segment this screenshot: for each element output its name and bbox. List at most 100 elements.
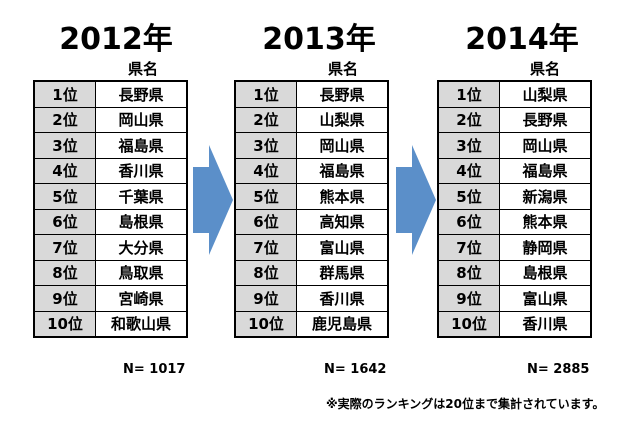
rank-cell: 5位: [437, 183, 500, 210]
table-row: 6位 島根県: [33, 208, 188, 235]
column-header-prefecture: 県名: [127, 60, 158, 78]
rank-cell: 4位: [437, 157, 500, 184]
ranking-table-2013: 1位 長野県 2位 山梨県 3位 岡山県 4位 福島県 5位 熊本県 6位 高知県 7位 富山県 8位 群馬県…: [234, 80, 389, 338]
table-row: 8位 群馬県: [234, 259, 389, 286]
rank-cell: 10位: [33, 310, 96, 338]
rank-cell: 3位: [33, 132, 96, 159]
table-row: 7位 静岡県: [437, 234, 592, 261]
prefecture-cell: 静岡県: [499, 234, 592, 261]
prefecture-cell: 千葉県: [95, 183, 188, 210]
rank-cell: 3位: [234, 132, 297, 159]
column-header-prefecture: 県名: [327, 60, 358, 78]
rank-cell: 8位: [437, 259, 500, 286]
table-row: 5位 熊本県: [234, 183, 389, 210]
rank-cell: 9位: [234, 285, 297, 312]
prefecture-cell: 島根県: [95, 208, 188, 235]
right-arrow-icon: [396, 145, 436, 255]
rank-cell: 10位: [437, 310, 500, 338]
rank-cell: 10位: [234, 310, 297, 338]
prefecture-cell: 香川県: [296, 285, 389, 312]
table-row: 9位 香川県: [234, 285, 389, 312]
footnote: ※実際のランキングは20位まで集計されています。: [326, 397, 605, 411]
sample-size-2013: N= 1642: [324, 362, 387, 377]
table-row: 8位 鳥取県: [33, 259, 188, 286]
rank-cell: 1位: [234, 80, 297, 108]
table-row: 9位 富山県: [437, 285, 592, 312]
rank-cell: 4位: [234, 157, 297, 184]
ranking-table-2014: 1位 山梨県 2位 長野県 3位 岡山県 4位 福島県 5位 新潟県 6位 熊本県 7位 静岡県 8位 島根県…: [437, 80, 592, 338]
prefecture-cell: 長野県: [296, 80, 389, 108]
ranking-table-2012: 1位 長野県 2位 岡山県 3位 福島県 4位 香川県 5位 千葉県 6位 島根県 7位 大分県 8位 鳥取県…: [33, 80, 188, 338]
table-row: 10位 香川県: [437, 310, 592, 338]
table-row: 1位 長野県: [33, 80, 188, 108]
table-row: 3位 福島県: [33, 132, 188, 159]
table-row: 6位 熊本県: [437, 208, 592, 235]
year-title-2014: 2014年: [465, 22, 579, 57]
table-row: 6位 高知県: [234, 208, 389, 235]
prefecture-cell: 新潟県: [499, 183, 592, 210]
prefecture-cell: 大分県: [95, 234, 188, 261]
table-row: 2位 岡山県: [33, 106, 188, 133]
prefecture-cell: 和歌山県: [95, 310, 188, 338]
year-title-2012: 2012年: [59, 22, 173, 57]
prefecture-cell: 群馬県: [296, 259, 389, 286]
rank-cell: 6位: [33, 208, 96, 235]
table-row: 10位 和歌山県: [33, 310, 188, 338]
sample-size-2014: N= 2885: [527, 362, 590, 377]
rank-cell: 6位: [437, 208, 500, 235]
prefecture-cell: 富山県: [296, 234, 389, 261]
table-row: 9位 宮崎県: [33, 285, 188, 312]
table-row: 3位 岡山県: [234, 132, 389, 159]
table-row: 10位 鹿児島県: [234, 310, 389, 338]
rank-cell: 7位: [437, 234, 500, 261]
rank-cell: 6位: [234, 208, 297, 235]
prefecture-cell: 岡山県: [499, 132, 592, 159]
rank-cell: 4位: [33, 157, 96, 184]
column-header-prefecture: 県名: [529, 60, 560, 78]
prefecture-cell: 香川県: [95, 157, 188, 184]
prefecture-cell: 熊本県: [296, 183, 389, 210]
prefecture-cell: 岡山県: [296, 132, 389, 159]
rank-cell: 5位: [33, 183, 96, 210]
rank-cell: 7位: [234, 234, 297, 261]
table-row: 2位 山梨県: [234, 106, 389, 133]
rank-cell: 7位: [33, 234, 96, 261]
table-row: 7位 大分県: [33, 234, 188, 261]
year-title-2013: 2013年: [262, 22, 376, 57]
prefecture-cell: 宮崎県: [95, 285, 188, 312]
prefecture-cell: 福島県: [499, 157, 592, 184]
right-arrow-icon: [193, 145, 233, 255]
prefecture-cell: 長野県: [499, 106, 592, 133]
prefecture-cell: 香川県: [499, 310, 592, 338]
prefecture-cell: 福島県: [95, 132, 188, 159]
prefecture-cell: 山梨県: [499, 80, 592, 108]
rank-cell: 1位: [33, 80, 96, 108]
table-row: 5位 千葉県: [33, 183, 188, 210]
table-row: 4位 福島県: [234, 157, 389, 184]
prefecture-cell: 福島県: [296, 157, 389, 184]
rank-cell: 1位: [437, 80, 500, 108]
table-row: 4位 香川県: [33, 157, 188, 184]
prefecture-cell: 高知県: [296, 208, 389, 235]
table-row: 8位 島根県: [437, 259, 592, 286]
rank-cell: 9位: [437, 285, 500, 312]
rank-cell: 9位: [33, 285, 96, 312]
prefecture-cell: 鹿児島県: [296, 310, 389, 338]
prefecture-cell: 山梨県: [296, 106, 389, 133]
rank-cell: 3位: [437, 132, 500, 159]
prefecture-cell: 長野県: [95, 80, 188, 108]
rank-cell: 8位: [234, 259, 297, 286]
table-row: 2位 長野県: [437, 106, 592, 133]
table-row: 3位 岡山県: [437, 132, 592, 159]
table-row: 1位 長野県: [234, 80, 389, 108]
table-row: 4位 福島県: [437, 157, 592, 184]
rank-cell: 2位: [437, 106, 500, 133]
prefecture-cell: 鳥取県: [95, 259, 188, 286]
rank-cell: 2位: [33, 106, 96, 133]
table-row: 7位 富山県: [234, 234, 389, 261]
rank-cell: 2位: [234, 106, 297, 133]
table-row: 1位 山梨県: [437, 80, 592, 108]
table-row: 5位 新潟県: [437, 183, 592, 210]
prefecture-cell: 島根県: [499, 259, 592, 286]
rank-cell: 5位: [234, 183, 297, 210]
